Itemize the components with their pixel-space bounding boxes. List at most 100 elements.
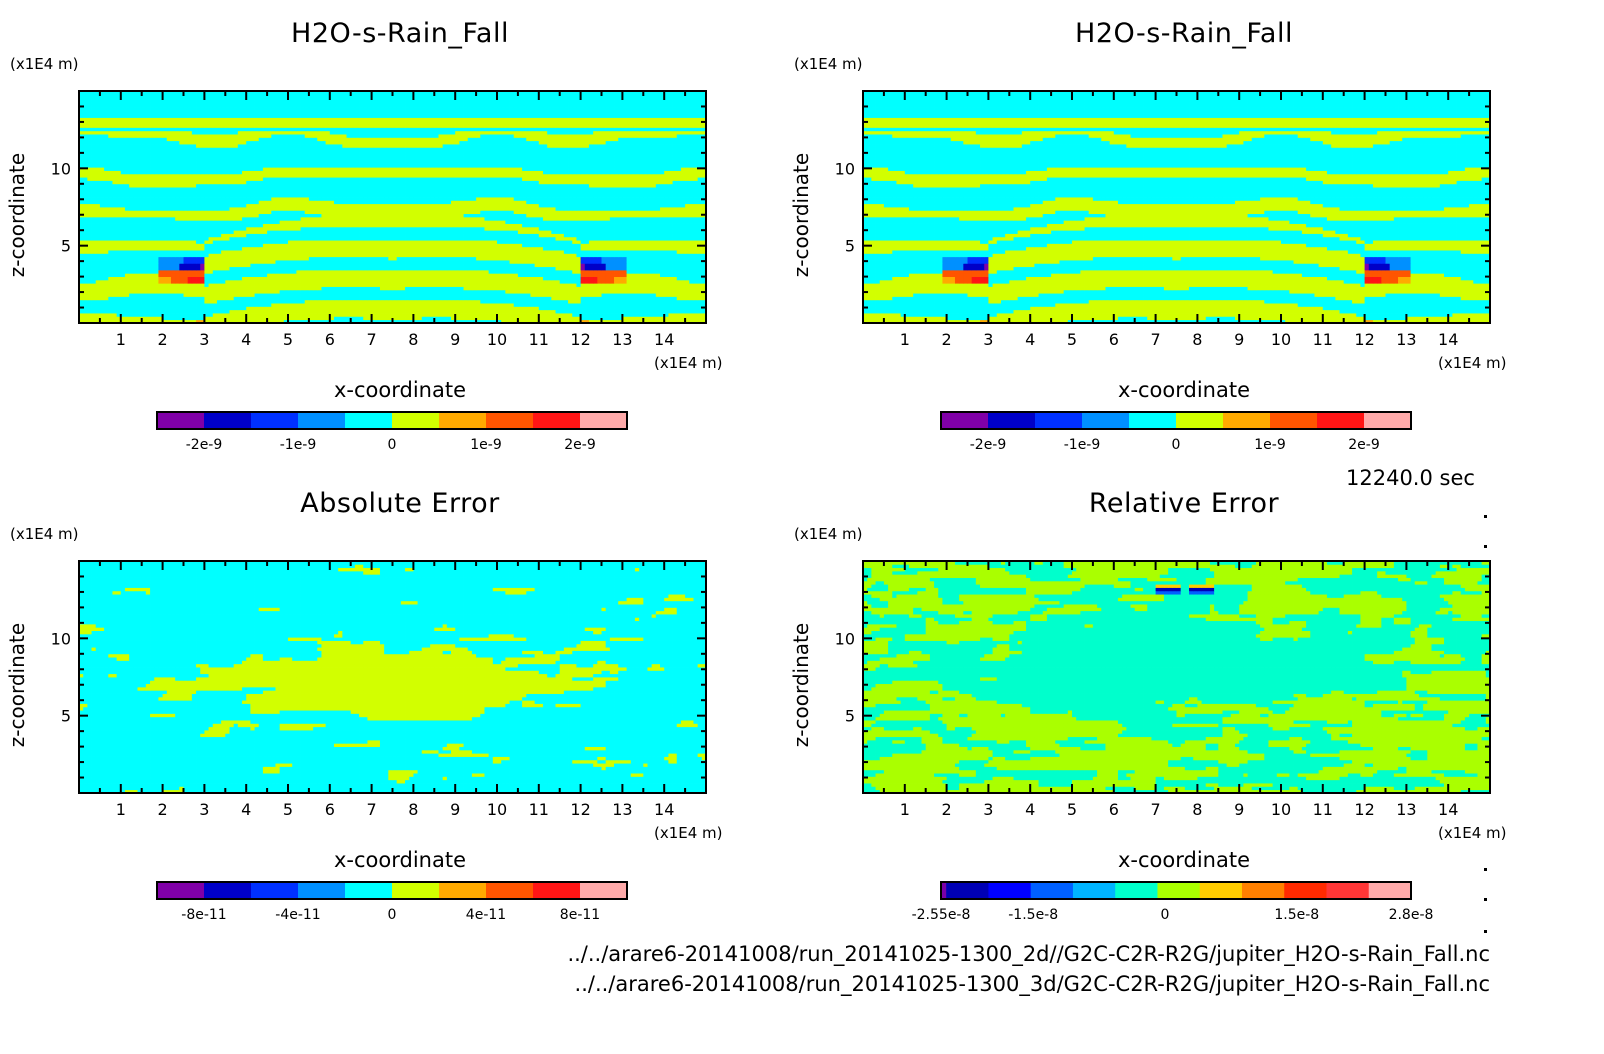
heatmap-cell: [267, 256, 272, 261]
heatmap-cell: [212, 220, 218, 224]
heatmap-cell: [601, 286, 607, 291]
heatmap-cell: [660, 316, 665, 321]
heatmap-cell: [497, 256, 502, 261]
heatmap-cell: [655, 250, 661, 254]
heatmap-cell: [442, 283, 448, 287]
heatmap-cell: [605, 316, 611, 321]
heatmap-cell: [267, 296, 272, 301]
heatmap-cell: [421, 273, 427, 277]
heatmap-cell: [664, 289, 669, 294]
heatmap-cell: [183, 243, 189, 248]
heatmap-cell: [534, 213, 540, 218]
heatmap-cell: [597, 269, 602, 274]
heatmap-cell: [379, 213, 385, 218]
heatmap-cell: [467, 276, 473, 281]
heatmap-cell: [388, 230, 393, 234]
heatmap-cell: [689, 303, 694, 307]
heatmap-cell: [467, 319, 473, 324]
heatmap-cell: [463, 240, 469, 244]
heatmap-cell: [396, 269, 402, 274]
heatmap-cell: [505, 289, 510, 294]
heatmap-cell: [547, 316, 552, 321]
heatmap-cell: [555, 250, 561, 254]
heatmap-cell: [563, 253, 569, 258]
heatmap-cell: [680, 236, 686, 241]
heatmap-cell: [325, 313, 331, 317]
heatmap-cell: [262, 313, 268, 317]
heatmap-cell: [459, 309, 464, 314]
heatmap-cell: [647, 276, 653, 281]
heatmap-cell: [104, 276, 109, 281]
heatmap-cell: [321, 253, 327, 258]
heatmap-cell: [338, 236, 343, 241]
heatmap-cell: [651, 286, 657, 291]
heatmap-cell: [701, 269, 707, 274]
heatmap-cell: [593, 263, 598, 268]
heatmap-cell: [124, 293, 130, 297]
heatmap-cell: [425, 303, 431, 307]
heatmap-cell: [488, 246, 494, 251]
heatmap-cell: [229, 303, 235, 307]
heatmap-cell: [497, 309, 502, 314]
heatmap-cell: [534, 273, 540, 277]
heatmap-cell: [588, 253, 594, 258]
heatmap-cell: [79, 309, 84, 314]
heatmap-cell: [317, 256, 322, 261]
heatmap-cell: [580, 213, 586, 218]
heatmap-cell: [609, 216, 615, 221]
heatmap-cell: [405, 263, 410, 268]
heatmap-cell: [166, 210, 172, 215]
heatmap-cell: [417, 303, 423, 307]
heatmap-cell: [338, 230, 343, 234]
heatmap-cell: [338, 299, 343, 304]
heatmap-cell: [643, 266, 648, 271]
heatmap-cell: [262, 283, 268, 287]
heatmap-cell: [145, 256, 151, 261]
heatmap-cell: [158, 210, 163, 215]
heatmap-cell: [484, 266, 490, 271]
heatmap-cell: [145, 293, 151, 297]
heatmap-cell: [388, 213, 393, 218]
heatmap-cell: [492, 223, 498, 228]
heatmap-cell: [158, 299, 163, 304]
heatmap-cell: [124, 279, 130, 284]
heatmap-cell: [492, 306, 498, 311]
heatmap-cell: [308, 256, 314, 261]
heatmap-cell: [517, 220, 523, 224]
heatmap-cell: [697, 319, 703, 324]
heatmap-cell: [367, 253, 372, 258]
heatmap-cell: [605, 276, 611, 281]
heatmap-cell: [317, 286, 322, 291]
heatmap-cell: [668, 216, 673, 221]
heatmap-cell: [200, 243, 205, 248]
heatmap-cell: [660, 243, 665, 248]
heatmap-cell: [601, 303, 607, 307]
heatmap-cell: [379, 260, 385, 264]
heatmap-cell: [660, 263, 665, 268]
heatmap-cell: [580, 283, 586, 287]
heatmap-cell: [522, 216, 527, 221]
heatmap-cell: [668, 223, 673, 228]
heatmap-cell: [563, 266, 569, 271]
heatmap-cell: [542, 296, 548, 301]
heatmap-cell: [91, 240, 97, 244]
heatmap-cell: [601, 220, 607, 224]
heatmap-cell: [480, 223, 485, 228]
heatmap-cell: [233, 250, 239, 254]
heatmap-cell: [660, 306, 665, 311]
heatmap-cell: [555, 256, 561, 261]
heatmap-cell: [187, 309, 193, 314]
heatmap-cell: [501, 283, 506, 287]
heatmap-cell: [250, 306, 255, 311]
heatmap-cell: [250, 293, 255, 297]
heatmap-cell: [300, 276, 306, 281]
heatmap-cell: [643, 233, 648, 238]
heatmap-cell: [455, 253, 460, 258]
heatmap-cell: [317, 266, 322, 271]
heatmap-cell: [342, 289, 347, 294]
heatmap-cell: [396, 253, 402, 258]
heatmap-cell: [484, 293, 490, 297]
heatmap-cell: [367, 279, 372, 284]
heatmap-cell: [505, 253, 510, 258]
heatmap-cell: [141, 313, 147, 317]
